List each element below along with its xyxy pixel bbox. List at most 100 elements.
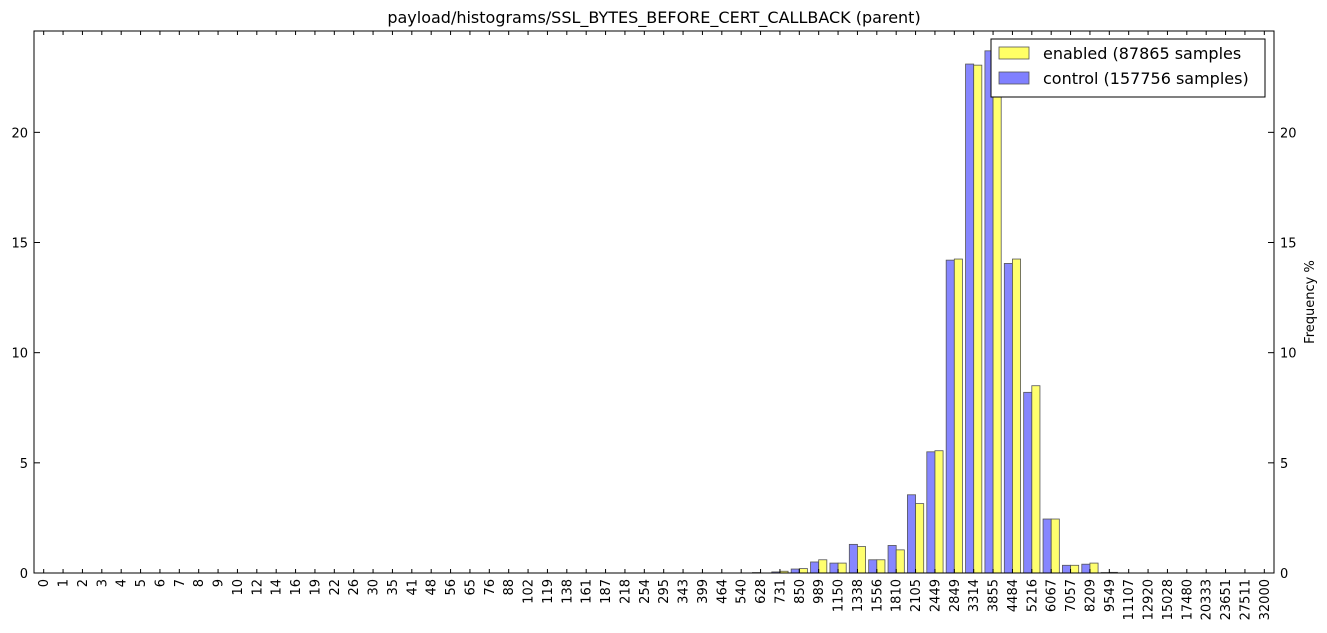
x-tick-label: 88 [502, 579, 517, 596]
bar-control-989 [810, 561, 820, 574]
legend-label-control: control (157756 samples) [1043, 69, 1249, 88]
bar-enabled-1150 [837, 562, 847, 574]
legend-swatch-control [998, 71, 1030, 85]
y-tick-label-left: 20 [11, 126, 28, 141]
bar-control-7057 [1062, 564, 1071, 574]
x-tick-label: 731 [773, 579, 788, 604]
bar-enabled-850 [798, 568, 808, 574]
y-tick-label-right: 20 [1280, 126, 1297, 141]
x-tick-label: 22 [328, 579, 343, 596]
x-tick-label: 14 [270, 579, 285, 596]
bar-control-1150 [829, 562, 839, 574]
bar-enabled-8209 [1089, 562, 1099, 574]
bar-control-2849 [945, 259, 955, 574]
plot-frame [33, 30, 1275, 574]
bar-control-2449 [926, 451, 936, 574]
bar-control-3314 [965, 63, 975, 574]
bars-layer [752, 50, 1118, 574]
bar-enabled-3314 [973, 64, 983, 574]
x-tick-label: 628 [754, 579, 769, 604]
x-tick-label: 399 [696, 579, 711, 604]
x-tick-label: 3314 [967, 579, 982, 612]
bar-control-1338 [848, 543, 858, 574]
x-tick-label: 7057 [1064, 579, 1079, 612]
x-tick-label: 9 [212, 579, 227, 587]
bar-control-3855 [984, 50, 994, 574]
y-tick-label-right: 15 [1280, 237, 1297, 252]
x-tick-label: 65 [463, 579, 478, 596]
y-tick-label-right: 10 [1280, 347, 1297, 362]
x-tick-label: 27511 [1238, 579, 1253, 620]
x-tick-label: 0 [37, 579, 52, 587]
x-tick-label: 464 [715, 579, 730, 604]
x-tick-label: 1338 [851, 579, 866, 612]
legend-swatch-enabled [998, 46, 1030, 60]
x-tick-label: 102 [522, 579, 537, 604]
x-tick-label: 5216 [1025, 579, 1040, 612]
x-tick-label: 7 [173, 579, 188, 587]
x-tick-label: 218 [618, 579, 633, 604]
chart-title: payload/histograms/SSL_BYTES_BEFORE_CERT… [387, 8, 920, 28]
x-tick-label: 10 [231, 579, 246, 596]
x-tick-label: 295 [657, 579, 672, 604]
x-tick-label: 17480 [1180, 579, 1195, 620]
x-tick-label: 19 [308, 579, 323, 596]
bar-enabled-6067 [1050, 518, 1060, 574]
x-tick-label: 9549 [1103, 579, 1118, 612]
bar-control-5216 [1023, 391, 1033, 574]
y-tick-label-left: 5 [20, 457, 28, 472]
x-tick-label: 16 [289, 579, 304, 596]
bar-control-6067 [1042, 518, 1052, 574]
bar-enabled-2849 [953, 258, 963, 574]
x-tick-label: 41 [405, 579, 420, 596]
bar-control-4484 [1003, 263, 1013, 574]
legend-box [990, 38, 1266, 98]
x-tick-label: 56 [444, 579, 459, 596]
y-tick-label-left: 0 [20, 567, 28, 582]
x-tick-label: 161 [580, 579, 595, 604]
y-tick-label-right: 5 [1280, 457, 1288, 472]
x-tick-label: 6067 [1045, 579, 1060, 612]
x-tick-label: 3855 [987, 579, 1002, 612]
bar-enabled-1338 [857, 546, 866, 574]
y-tick-label-left: 15 [11, 237, 28, 252]
x-tick-label: 20333 [1200, 579, 1215, 620]
bar-enabled-2105 [915, 503, 925, 574]
x-tick-label: 187 [599, 579, 614, 604]
y-tick-label-left: 10 [11, 347, 28, 362]
x-tick-label: 2849 [948, 579, 963, 612]
x-tick-label: 2449 [928, 579, 943, 612]
bar-enabled-4484 [1012, 258, 1021, 574]
bar-control-1556 [868, 559, 878, 574]
x-tick-label: 32000 [1258, 579, 1273, 620]
bar-control-850 [790, 568, 800, 574]
x-tick-label: 11107 [1122, 579, 1137, 620]
x-tick-label: 119 [541, 579, 556, 604]
bar-enabled-5216 [1031, 385, 1041, 574]
x-tick-label: 1150 [832, 579, 847, 612]
x-tick-label: 2105 [909, 579, 924, 612]
x-tick-label: 76 [483, 579, 498, 596]
bar-control-1810 [887, 545, 897, 574]
x-tick-label: 8 [192, 579, 207, 587]
bar-enabled-7057 [1070, 564, 1080, 574]
axes-layer: 0 1 2 3 4 5 6 7 8 9 10 12 14 16 19 22 26 30 35 41 48 56 65 76 88… [11, 30, 1297, 620]
legend-label-enabled: enabled (87865 samples [1043, 44, 1241, 63]
x-tick-label: 5 [134, 579, 149, 587]
x-tick-label: 989 [812, 579, 827, 604]
bar-enabled-2449 [934, 450, 944, 574]
legend: enabled (87865 samples control (157756 sa… [990, 38, 1266, 98]
x-tick-label: 4 [115, 579, 130, 587]
x-tick-label: 2 [76, 579, 91, 587]
x-tick-label: 343 [677, 579, 692, 604]
x-tick-label: 15028 [1161, 579, 1176, 620]
x-tick-label: 6 [153, 579, 168, 587]
x-tick-label: 35 [386, 579, 401, 596]
bar-enabled-3855 [992, 83, 1002, 574]
bar-enabled-989 [818, 559, 828, 574]
x-tick-label: 12 [250, 579, 265, 596]
x-tick-label: 540 [735, 579, 750, 604]
x-tick-label: 12920 [1142, 579, 1157, 620]
x-tick-label: 1810 [890, 579, 905, 612]
